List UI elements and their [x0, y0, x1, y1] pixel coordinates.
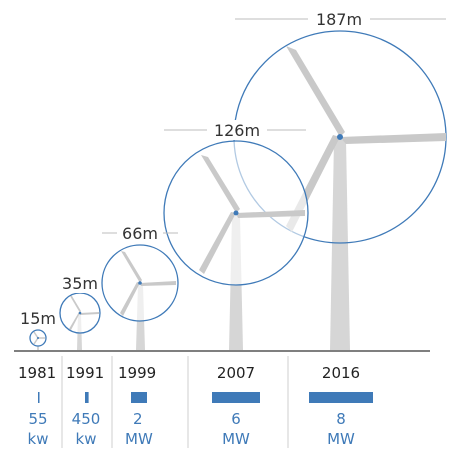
- blade-1981-a: [33, 331, 39, 339]
- blade-1999-a: [121, 251, 142, 283]
- blade-2007-a: [201, 155, 240, 213]
- year-label-1999: 1999: [118, 364, 156, 382]
- year-label-1981: 1981: [18, 364, 56, 382]
- power-unit-2007: MW: [222, 430, 250, 448]
- blade-2016-b: [340, 133, 446, 144]
- diameter-label-1999: 66m: [122, 224, 158, 243]
- hub-1991: [78, 311, 82, 315]
- blade-2007-c: [199, 212, 236, 274]
- power-value-2007: 6: [231, 410, 241, 428]
- power-value-1999: 2: [133, 410, 143, 428]
- power-value-1981: 55: [28, 410, 47, 428]
- power-bar-1991: [85, 392, 89, 403]
- blade-1991-c: [69, 312, 80, 330]
- power-bar-1981: [38, 392, 40, 403]
- power-unit-1991: kw: [76, 430, 97, 448]
- diameter-label-2016: 187m: [316, 10, 362, 29]
- turbine-2007: 126m: [163, 120, 309, 350]
- turbine-1999: 66m: [101, 223, 179, 350]
- year-dividers: [61, 356, 289, 448]
- power-unit-1999: MW: [125, 430, 153, 448]
- power-bar-1999: [131, 392, 147, 403]
- diameter-label-1991: 35m: [62, 274, 98, 293]
- dimension-label-bg-1999: [117, 223, 163, 243]
- blade-1981-c: [33, 337, 39, 345]
- blade-1991-b: [80, 312, 99, 315]
- hub-1999: [138, 281, 142, 285]
- dimension-label-bg-2016: [308, 9, 370, 29]
- blade-2007-b: [236, 210, 305, 218]
- hub-2016: [337, 134, 343, 140]
- year-label-2016: 2016: [322, 364, 360, 382]
- power-bar-2007: [212, 392, 260, 403]
- power-value-2016: 8: [336, 410, 346, 428]
- year-label-2007: 2007: [217, 364, 255, 382]
- power-unit-1981: kw: [28, 430, 49, 448]
- blade-2016-a: [286, 46, 345, 137]
- hub-1981: [37, 337, 39, 339]
- diameter-label-1981: 15m: [20, 309, 56, 328]
- turbine-1991: 35m: [59, 273, 101, 350]
- dimension-label-bg-2007: [207, 120, 267, 140]
- year-label-1991: 1991: [66, 364, 104, 382]
- power-bar-2016: [309, 392, 373, 403]
- tower-2016: [330, 140, 350, 350]
- diameter-label-2007: 126m: [214, 121, 260, 140]
- hub-2007: [233, 210, 239, 216]
- dimension-label-bg-1981: [17, 309, 59, 329]
- blade-1999-b: [140, 281, 176, 286]
- turbine-1981: 15m: [17, 309, 59, 350]
- blade-1991-a: [70, 296, 81, 313]
- power-value-1991: 450: [72, 410, 101, 428]
- power-unit-2016: MW: [327, 430, 355, 448]
- dimension-label-bg-1991: [59, 273, 101, 293]
- blade-1999-c: [120, 282, 140, 316]
